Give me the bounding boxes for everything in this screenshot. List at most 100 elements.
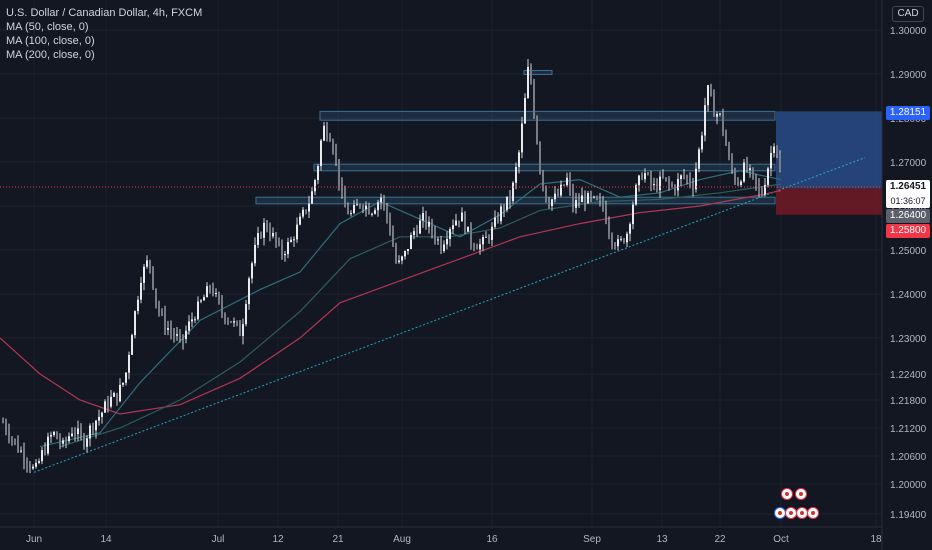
candle — [254, 237, 256, 267]
candle — [83, 433, 85, 450]
candle — [662, 169, 664, 179]
candle-body — [278, 242, 280, 244]
candle — [665, 177, 667, 182]
candle — [590, 190, 592, 203]
candle-body — [626, 233, 628, 243]
time-axis: Jun 14 Jul 12 21 Aug 16 Sep 13 22 Oct 18 — [26, 534, 882, 545]
candle — [359, 203, 361, 209]
candle-body — [467, 226, 469, 232]
candle-body — [542, 170, 544, 187]
ma100-label[interactable]: MA (100, close, 0) — [6, 35, 95, 47]
candle — [776, 145, 778, 159]
candle-body — [146, 260, 148, 267]
candle — [542, 169, 544, 192]
candle — [110, 390, 112, 409]
ca-flag-icon[interactable] — [807, 507, 819, 519]
candle — [710, 83, 712, 97]
candle — [188, 315, 190, 335]
candle — [149, 259, 151, 274]
candle-body — [92, 425, 94, 431]
candle — [227, 317, 229, 326]
candle-body — [629, 224, 631, 234]
candle — [722, 108, 724, 137]
candle — [461, 207, 463, 222]
candle-body — [512, 182, 514, 201]
candle-body — [5, 422, 7, 432]
candle — [299, 213, 301, 226]
candle-body — [545, 186, 547, 202]
candle — [647, 171, 649, 176]
candle — [728, 141, 730, 161]
candle-body — [143, 266, 145, 283]
ca-flag-icon[interactable] — [795, 488, 807, 500]
candle-body — [374, 210, 376, 214]
candle — [752, 167, 754, 180]
currency-button[interactable]: CAD — [892, 6, 924, 22]
ma50-label[interactable]: MA (50, close, 0) — [6, 21, 89, 33]
ma200-label[interactable]: MA (200, close, 0) — [6, 49, 95, 61]
candle — [680, 174, 682, 186]
candle-body — [518, 152, 520, 168]
candle — [293, 236, 295, 248]
candle — [455, 213, 457, 227]
candle-body — [245, 304, 247, 325]
candle — [53, 430, 55, 437]
candle-body — [704, 105, 706, 136]
candle — [656, 178, 658, 193]
candle — [155, 288, 157, 309]
stop-zone — [776, 188, 882, 215]
candle — [632, 201, 634, 230]
moving-averages — [0, 170, 782, 448]
symbol-title[interactable]: U.S. Dollar / Canadian Dollar, 4h, FXCM — [6, 7, 203, 19]
candle — [107, 395, 109, 413]
candle — [605, 200, 607, 225]
candle-body — [671, 183, 673, 187]
candle — [518, 150, 520, 174]
candle — [413, 227, 415, 240]
ca-flag-icon[interactable] — [781, 488, 793, 500]
price-tick-label: 1.25000 — [890, 246, 927, 257]
candle — [689, 172, 691, 189]
candle-body — [734, 169, 736, 183]
price-axis: 1.300001.290001.280001.270001.260001.250… — [890, 26, 927, 521]
price-tick-label: 1.20600 — [890, 452, 927, 463]
candle-body — [80, 428, 82, 436]
candle-body — [521, 123, 523, 153]
candle-body — [395, 246, 397, 263]
candle-body — [152, 266, 154, 289]
candle-body — [419, 220, 421, 234]
candle-body — [56, 431, 58, 439]
candle — [65, 436, 67, 449]
candle — [704, 97, 706, 142]
candle-body — [725, 131, 727, 146]
candle-body — [488, 236, 490, 240]
candle — [659, 171, 661, 198]
candle-body — [500, 206, 502, 222]
price-tick-label: 1.20000 — [890, 480, 927, 491]
candle — [350, 210, 352, 217]
resistance-zone — [313, 163, 776, 172]
candle — [668, 176, 670, 191]
time-tick-label: Sep — [583, 534, 601, 545]
candle-body — [527, 66, 529, 98]
candle-body — [227, 320, 229, 322]
candle-body — [185, 330, 187, 340]
candle — [500, 203, 502, 225]
candle — [206, 282, 208, 298]
candle — [554, 186, 556, 203]
candle — [29, 461, 31, 474]
candle — [113, 391, 115, 398]
candle-body — [302, 209, 304, 217]
chart-grid — [0, 0, 882, 527]
candle-body — [104, 401, 106, 413]
candle — [521, 116, 523, 159]
candle-body — [425, 213, 427, 227]
candle-body — [428, 221, 430, 227]
candle-body — [293, 239, 295, 241]
candle-body — [683, 175, 685, 177]
candle-body — [53, 431, 55, 435]
candle — [614, 242, 616, 250]
candle — [20, 446, 22, 454]
candle-body — [755, 174, 757, 184]
